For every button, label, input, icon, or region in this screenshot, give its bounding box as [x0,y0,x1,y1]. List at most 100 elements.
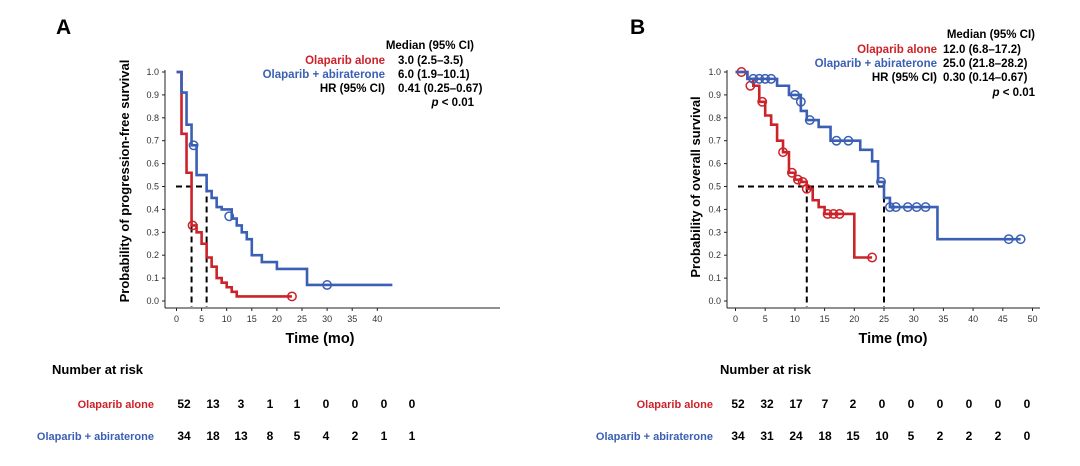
panel-b-combo-censor-mark [920,202,931,213]
panel-a-y-tick-label: 0.7 [146,136,159,146]
panel-b-x-tick-label: 45 [998,314,1008,324]
panel-b-x-tick-label: 35 [938,314,948,324]
panel-b-x-tick-label: 10 [790,314,800,324]
panel-b-risk-value: 10 [875,429,889,443]
panel-b-risk-value: 0 [879,397,886,411]
panel-b-risk-value: 2 [850,397,857,411]
panel-a-y-tick-label: 0.2 [146,250,159,260]
panel-a-x-tick-label: 0 [174,314,179,324]
panel-a-p-symbol: p [430,97,438,109]
panel-a-risk-values: 52 13 3 1 1 0 0 0 0 34 18 13 8 5 4 2 1 1 [177,397,415,443]
panel-b-p-value: p < 0.01 [991,87,1035,99]
panel-b-plot: 0.0 0.1 0.2 0.3 0.4 0.5 0.6 0.7 0.8 0.9 1.0 0 5 10 15 2… [708,67,1040,324]
panel-b-legend-hr-value: 0.30 (0.14–0.67) [943,72,1028,84]
panel-b-risk-value: 17 [789,397,803,411]
panel-a-y-tick-label: 0.5 [146,182,159,192]
panel-b-olaparib-censor-mark [801,183,812,194]
panel-a-risk-value: 5 [294,429,301,443]
panel-b-legend: Median (95% CI) Olaparib alone 12.0 (6.8… [815,29,1036,99]
panel-a-risk-value: 13 [234,429,248,443]
panel-b-y-tick-label: 0.1 [708,273,721,283]
panel-a-risk-value: 0 [323,397,330,411]
panel-b-combo-censor-mark [1015,234,1026,245]
panel-b-combo-curve [735,70,1021,241]
panel-a-risk-value: 1 [409,429,416,443]
panel-b-x-axis-label: Time (mo) [858,331,927,347]
panel-b-olaparib-censor-mark [834,209,845,219]
panel-b-x-tick-label: 15 [820,314,830,324]
panel-a-p-value: p < 0.01 [430,97,474,109]
panel-a-x-tick-label: 25 [297,314,307,324]
panel-a-risk-value: 0 [409,397,416,411]
panel-a-x-tick-label: 20 [272,314,282,324]
panel-b-combo-censor-mark [748,73,759,84]
panel-b-combo-censor-mark [884,202,895,213]
panel-b-x-tick-label: 30 [909,314,919,324]
panel-b-y-tick-label: 0.7 [708,136,721,146]
panel-b-x-tick-label: 50 [1027,314,1037,324]
panel-a-x-tick-label: 35 [347,314,357,324]
panel-b-p-threshold: < 0.01 [1000,87,1036,99]
panel-b-risk-value: 15 [846,429,860,443]
panel-a-y-tick-label: 0.4 [146,204,159,214]
panel-a-olaparib-censor-mark [187,220,198,231]
panel-b-risk-label-olaparib: Olaparib alone [637,399,713,411]
panel-b-risk-value: 0 [966,397,973,411]
panel-b-y-tick-label: 0.2 [708,250,721,260]
panel-b-risk-table: Number at risk Olaparib alone Olaparib +… [596,362,1031,443]
panel-a-risk-label-olaparib: Olaparib alone [78,399,154,411]
panel-b-olaparib-curve [735,70,873,259]
panel-b-olaparib-censor-mark [778,147,788,158]
panel-a-risk-value: 0 [352,397,359,411]
panel-b-combo-censor-mark [804,115,815,126]
panel-a-risk-value: 1 [381,429,388,443]
panel-b-combo-censor-mark [831,135,842,146]
panel-a-risk-label-combo: Olaparib + abiraterone [37,431,154,443]
panel-b: B Probability of overall survival Time (… [596,16,1040,443]
panel-a-y-tick-label: 0.8 [146,113,159,123]
panel-b-y-tick-label: 0.4 [708,204,721,214]
panel-b-risk-value: 0 [995,397,1002,411]
panel-a-risk-value: 8 [267,429,274,443]
panel-a-risk-value: 13 [206,397,220,411]
panel-b-risk-value: 7 [822,397,829,411]
panel-a-risk-value: 1 [267,397,274,411]
panel-a-combo-censor-mark [322,280,333,290]
panel-b-olaparib-censor-mark [757,96,768,107]
panel-b-risk-value: 34 [731,429,745,443]
panel-a-risk-value: 52 [177,397,191,411]
panel-b-y-axis-label: Probability of overall survival [688,96,703,277]
panel-b-y-tick-label: 0.5 [708,182,721,192]
panel-b-y-tick-label: 0.3 [708,227,721,237]
panel-a-x-axis-label: Time (mo) [285,331,354,347]
panel-b-x-tick-label: 25 [879,314,889,324]
panel-a-risk-table: Number at risk Olaparib alone Olaparib +… [37,362,416,443]
panel-b-legend-olaparib-label: Olaparib alone [857,44,937,56]
panel-a-legend-olaparib-value: 3.0 (2.5–3.5) [398,55,463,67]
panel-a-risk-value: 4 [323,429,330,443]
panel-a-risk-value: 0 [381,397,388,411]
panel-a-risk-value: 1 [294,397,301,411]
panel-a-olaparib-censor-mark [287,291,297,302]
panel-a-combo-censor-mark [188,140,199,151]
panel-b-risk-value: 24 [789,429,803,443]
panel-a-risk-value: 3 [238,397,245,411]
panel-a-y-axis-label: Probability of progression-free survival [117,60,132,303]
panel-a-olaparib-curve [176,70,292,298]
panel-b-risk-values: 52 32 17 7 2 0 0 0 0 0 034 31 24 18 15 10 5 2 2 2 0 [731,397,1030,443]
panel-a-x-tick-label: 30 [322,314,332,324]
panel-b-risk-value: 52 [731,397,745,411]
panel-b-legend-combo-label: Olaparib + abiraterone [815,58,937,70]
panel-a-legend-olaparib-label: Olaparib alone [305,55,385,67]
panel-a-legend-combo-label: Olaparib + abiraterone [263,69,385,81]
panel-a-legend-header: Median (95% CI) [386,40,474,52]
panel-a-x-tick-label: 40 [372,314,382,324]
panel-b-x-tick-label: 5 [763,314,768,324]
panel-b-olaparib-censor-mark [792,174,803,185]
panel-b-x-tick-label: 40 [968,314,978,324]
panel-b-combo-censor-mark [843,135,854,146]
panel-b-legend-hr-label: HR (95% CI) [872,72,937,84]
panel-a-y-tick-label: 0.1 [146,273,159,283]
panel-b-y-tick-label: 0.9 [708,90,721,100]
